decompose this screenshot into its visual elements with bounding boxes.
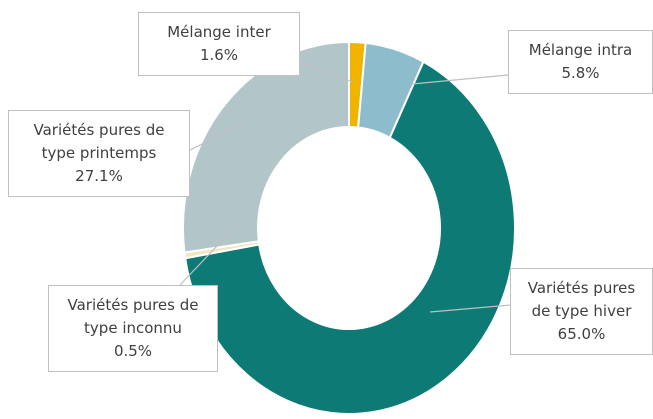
chart: Mélange inter1.6% Mélange intra5.8% Variét… <box>0 0 653 419</box>
value-label: 5.8% <box>515 62 646 85</box>
category-label: Variétés pures de type printemps <box>15 119 183 165</box>
category-label: Variétés pures de type hiver <box>517 277 646 323</box>
value-label: 27.1% <box>15 165 183 188</box>
value-label: 0.5% <box>55 340 211 363</box>
value-label: 65.0% <box>517 323 646 346</box>
value-label: 1.6% <box>145 44 293 67</box>
category-label: Mélange inter <box>145 21 293 44</box>
category-label: Variétés pures de type inconnu <box>55 294 211 340</box>
category-label: Mélange intra <box>515 39 646 62</box>
